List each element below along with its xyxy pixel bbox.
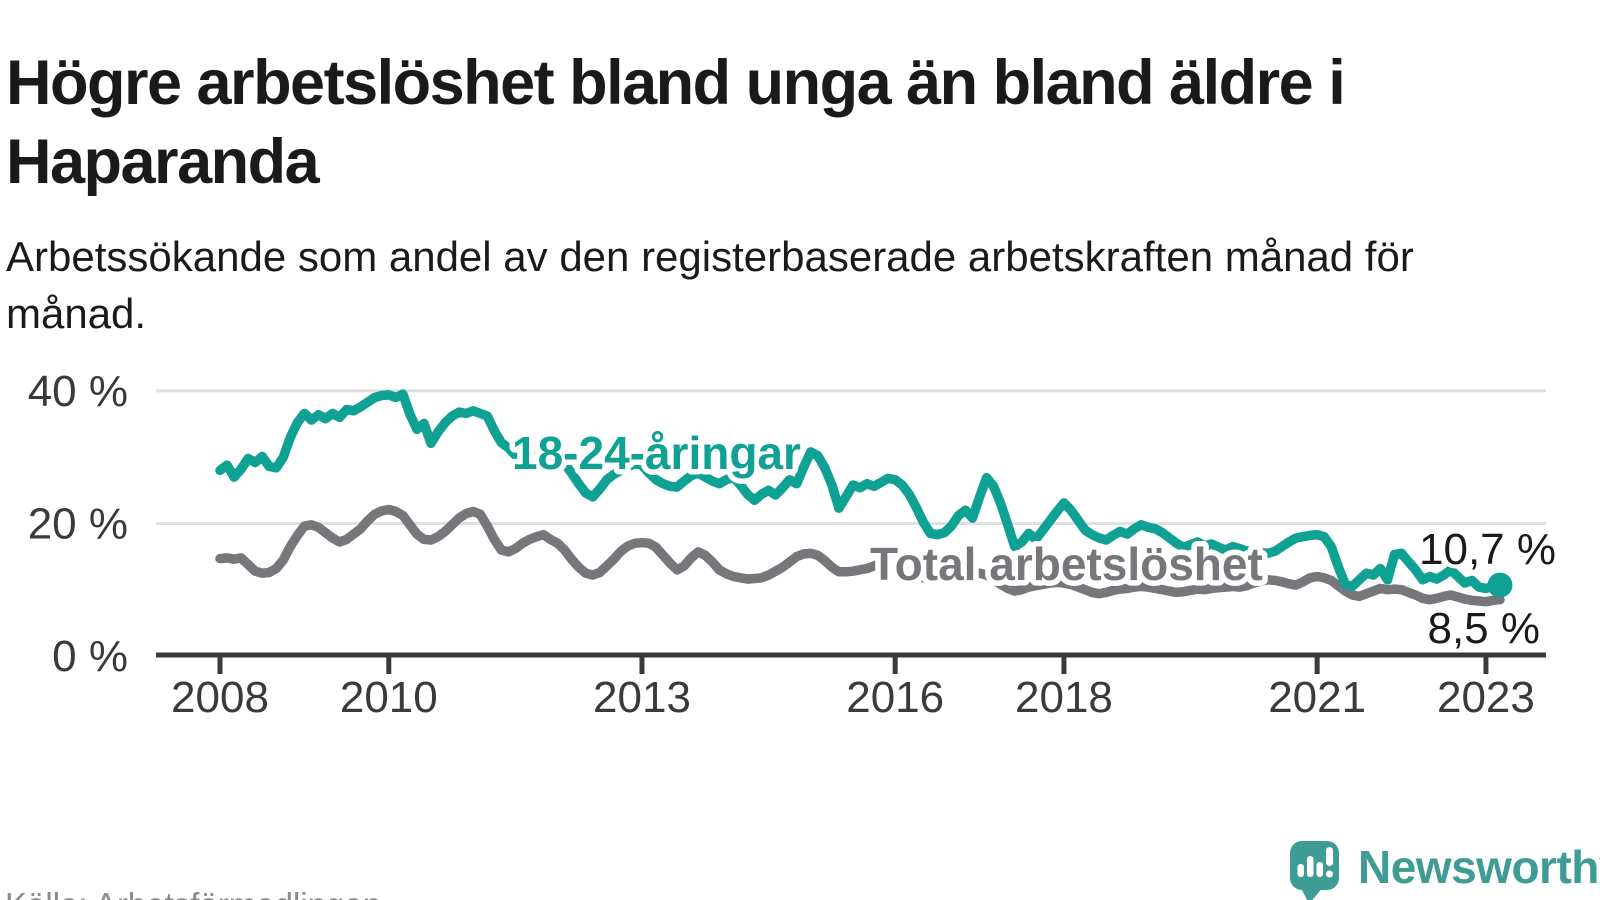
axis-tick-labels: 0 % 20 % 40 % 2008 2010 2013 2016 2018 2021 2023 — [28, 367, 1535, 722]
end-value-youth: 10,7 % — [1419, 525, 1556, 574]
x-tick-label-2008: 2008 — [171, 673, 269, 722]
x-tick-label-2023: 2023 — [1437, 673, 1535, 722]
x-tick-label-2013: 2013 — [593, 673, 691, 722]
series-line-youth — [215, 389, 1505, 594]
x-tick-label-2010: 2010 — [340, 673, 438, 722]
y-tick-label-20: 20 % — [28, 499, 128, 548]
y-tick-label-0: 0 % — [52, 632, 128, 681]
page-title: Högre arbetslöshet bland unga än bland ä… — [6, 48, 1346, 198]
end-value-total: 8,5 % — [1427, 604, 1540, 653]
x-tick-label-2016: 2016 — [846, 673, 944, 722]
y-tick-label-40: 40 % — [28, 367, 128, 416]
series-line-total — [215, 504, 1505, 607]
x-tick-label-2021: 2021 — [1268, 673, 1366, 722]
newsworthy-wordmark: Newsworthy — [1358, 841, 1600, 893]
x-axis — [156, 652, 1546, 674]
series-label-total: Total arbetslöshet — [870, 538, 1263, 590]
series-label-youth: 18-24-åringar — [512, 427, 801, 479]
source-note: Källa: Arbetsförmedlingen — [5, 887, 381, 900]
series-end-dot — [1487, 572, 1513, 598]
gridlines — [156, 389, 1546, 525]
x-tick-label-2018: 2018 — [1015, 673, 1113, 722]
page-subtitle: Arbetssökande som andel av den registerb… — [6, 233, 1414, 337]
